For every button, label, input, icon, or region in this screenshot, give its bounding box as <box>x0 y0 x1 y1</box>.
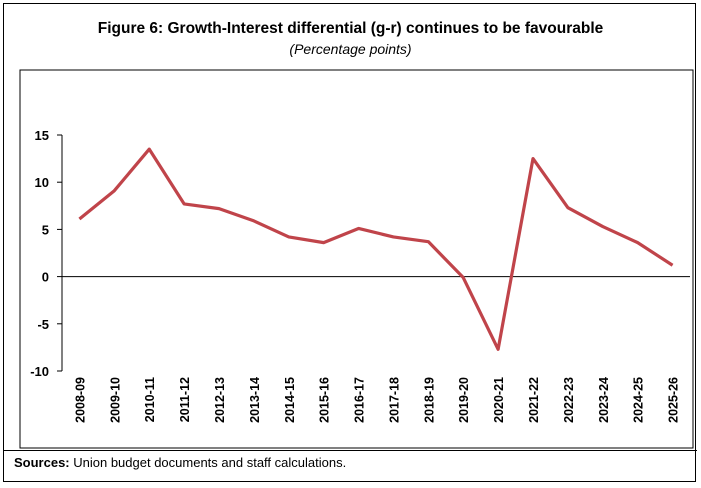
y-tick-label: -5 <box>37 317 49 332</box>
x-tick-label: 2024-25 <box>632 377 646 423</box>
y-tick-label: 15 <box>35 128 49 143</box>
x-tick-label: 2015-16 <box>318 377 332 423</box>
x-tick-label: 2021-22 <box>527 377 541 423</box>
x-tick-label: 2022-23 <box>562 377 576 423</box>
y-tick-label: 5 <box>42 222 49 237</box>
x-tick-label: 2018-19 <box>422 377 436 423</box>
x-tick-label: 2025-26 <box>667 377 681 423</box>
x-tick-label: 2013-14 <box>248 377 262 423</box>
y-tick-label: 0 <box>42 270 49 285</box>
x-tick-label: 2020-21 <box>492 377 506 423</box>
sources-text: Union budget documents and staff calcula… <box>69 455 347 470</box>
sources-note: Sources: Union budget documents and staf… <box>14 455 346 470</box>
x-tick-label: 2023-24 <box>597 377 611 423</box>
footer-divider <box>3 450 697 451</box>
series-line <box>78 147 674 351</box>
x-tick-label: 2010-11 <box>143 377 157 422</box>
x-tick-label: 2012-13 <box>213 377 227 423</box>
chart-subtitle: (Percentage points) <box>289 41 412 57</box>
x-tick-label: 2008-09 <box>73 377 87 423</box>
x-tick-label: 2009-10 <box>108 377 122 423</box>
y-tick-label: 10 <box>35 175 49 190</box>
x-tick-label: 2016-17 <box>353 377 367 423</box>
y-tick-label: -10 <box>30 364 49 379</box>
x-tick-label: 2017-18 <box>387 377 401 423</box>
plot-frame <box>19 69 694 449</box>
x-tick-label: 2019-20 <box>457 377 471 423</box>
figure-border <box>3 3 696 482</box>
sources-label: Sources: <box>14 455 70 470</box>
x-tick-label: 2011-12 <box>178 377 192 422</box>
x-tick-label: 2014-15 <box>283 377 297 423</box>
chart-title: Figure 6: Growth-Interest differential (… <box>97 20 604 37</box>
